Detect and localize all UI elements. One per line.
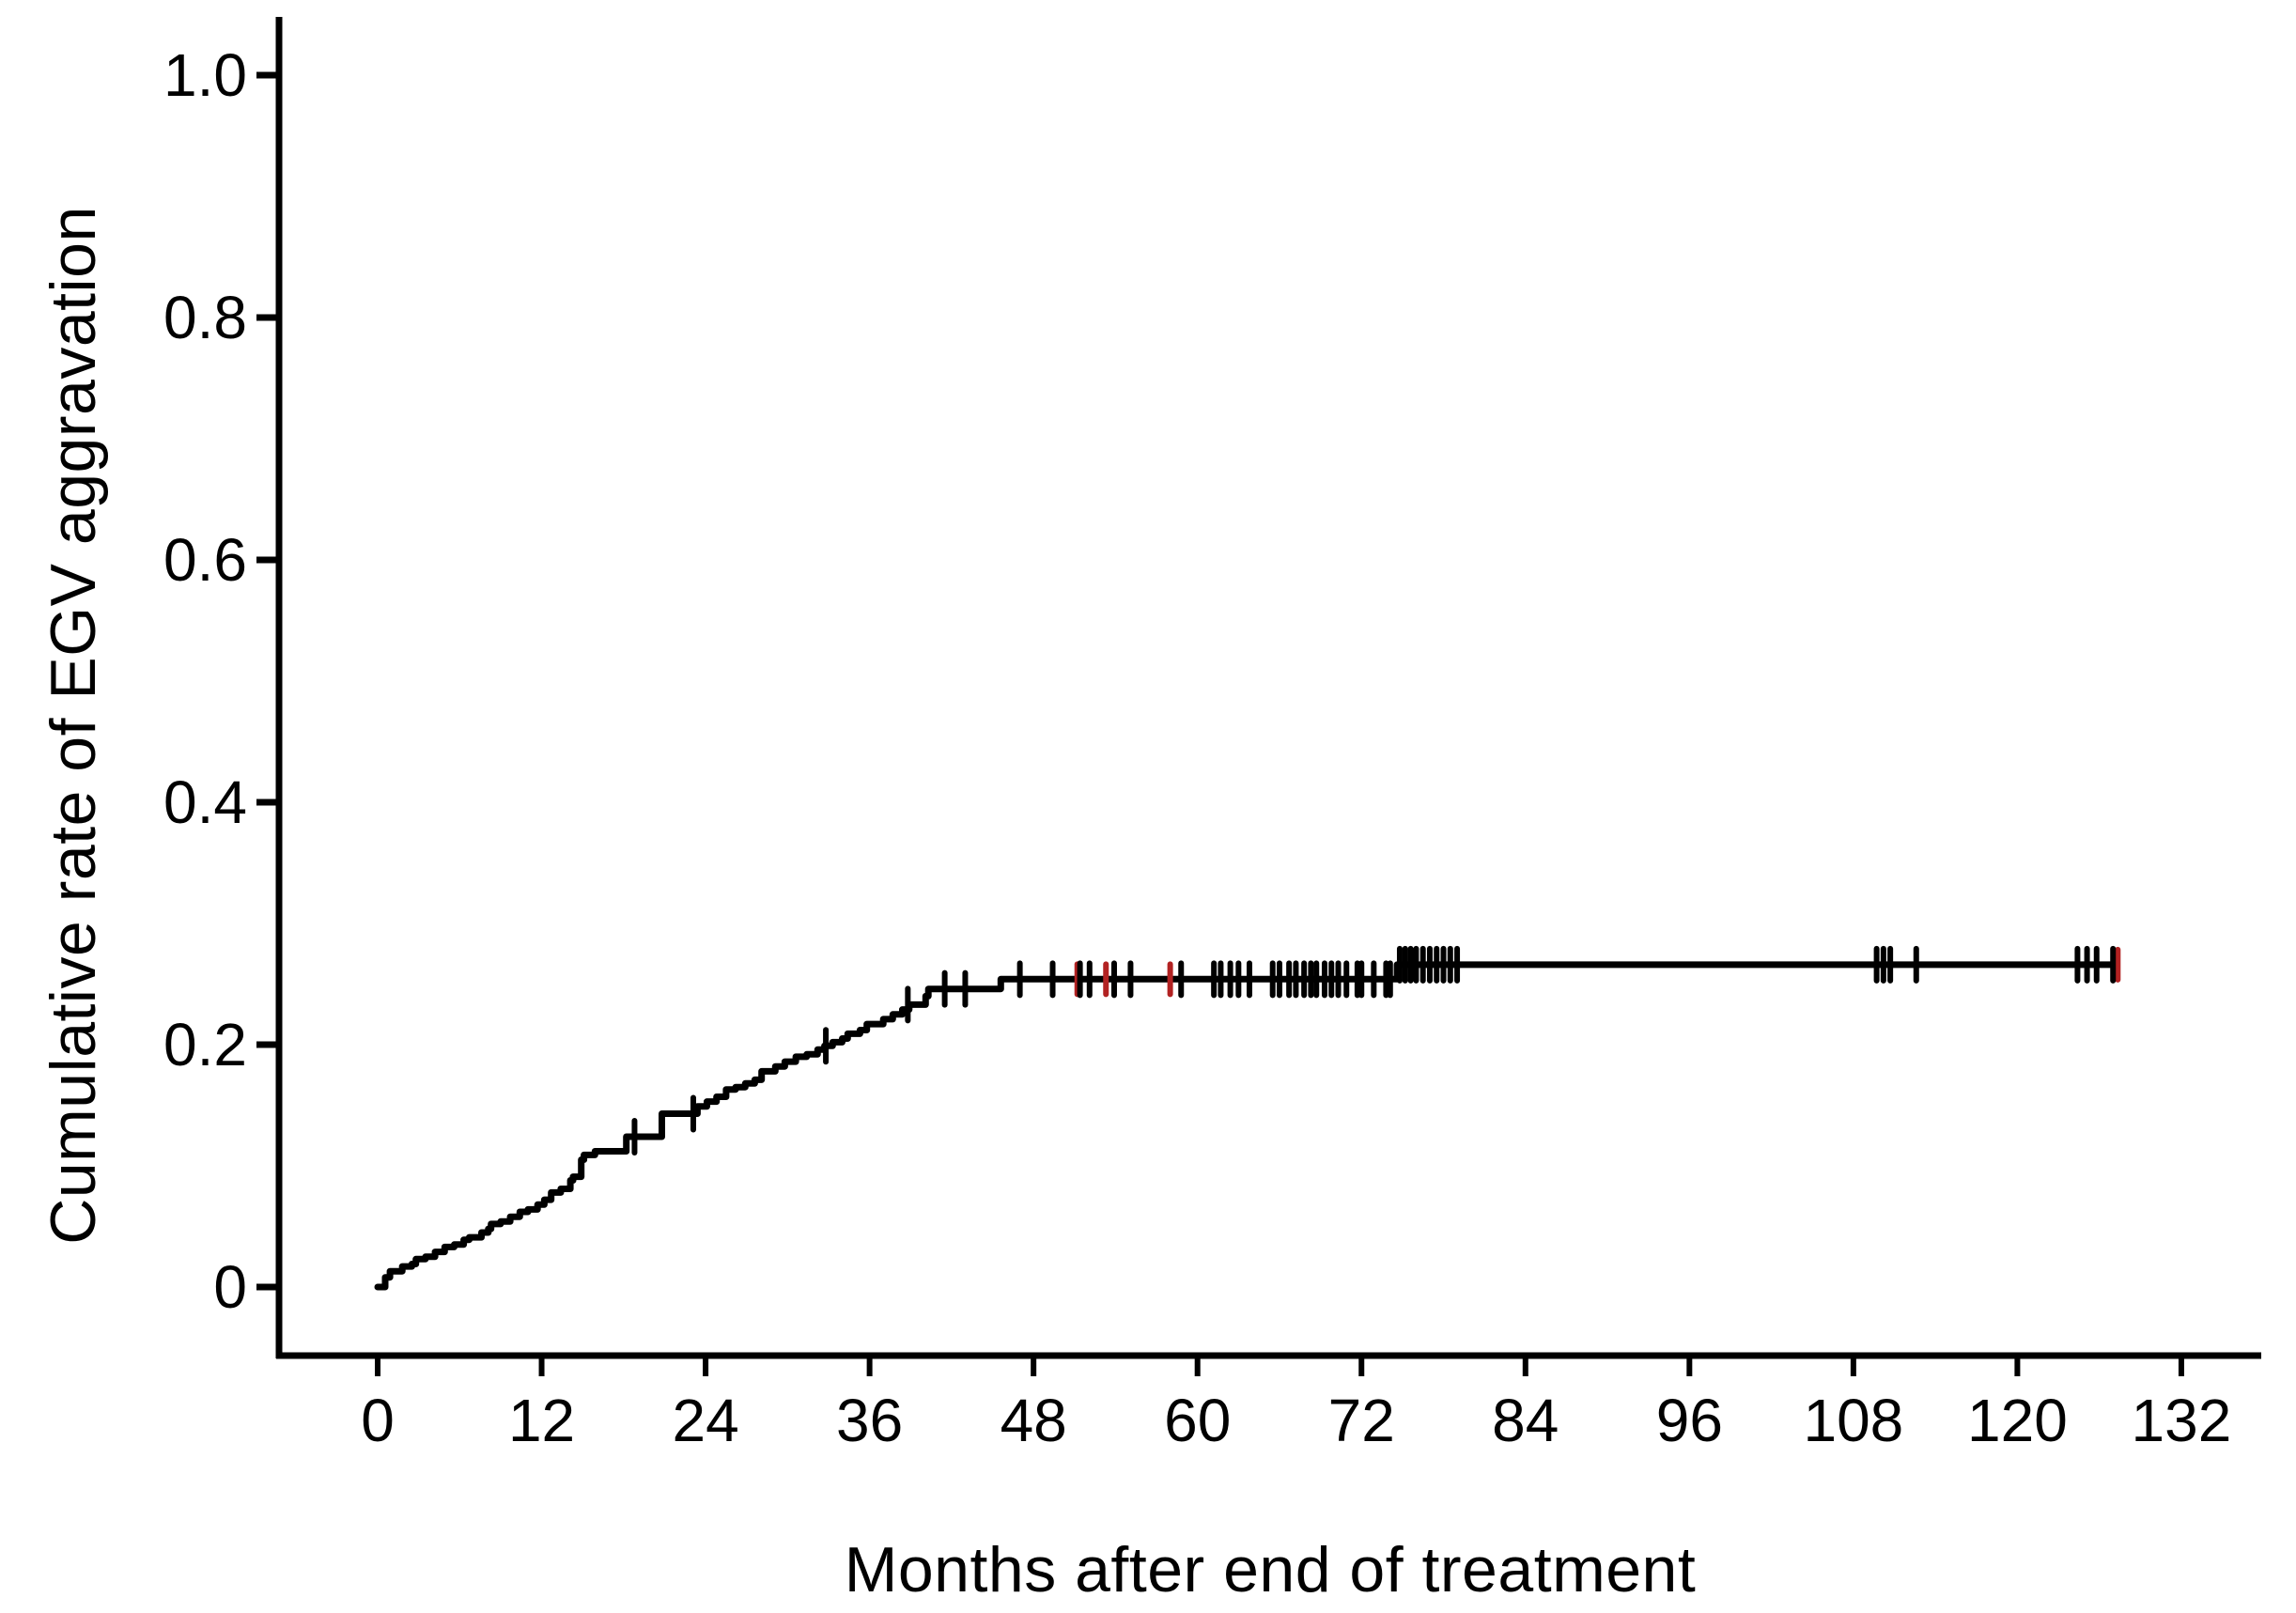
km-curve	[374, 961, 2117, 1291]
x-tick-label: 108	[1803, 1387, 1903, 1454]
x-tick-label: 120	[1967, 1387, 2068, 1454]
y-tick-label: 0.2	[163, 1011, 247, 1078]
y-tick-label: 1.0	[163, 41, 247, 109]
x-tick-label: 84	[1492, 1387, 1559, 1454]
x-tick-label: 132	[2132, 1387, 2232, 1454]
y-tick-label: 0.4	[163, 768, 247, 836]
x-tick-label: 60	[1164, 1387, 1231, 1454]
y-tick-label: 0.6	[163, 526, 247, 594]
y-tick-label: 0.8	[163, 284, 247, 351]
x-tick-label: 24	[672, 1387, 738, 1454]
y-tick-label: 0	[213, 1253, 247, 1321]
x-tick-label: 96	[1656, 1387, 1723, 1454]
x-tick-label: 48	[1001, 1387, 1067, 1454]
y-axis-title: Cumulative rate of EGV aggravation	[38, 206, 109, 1245]
x-tick-label: 36	[836, 1387, 903, 1454]
x-tick-label: 0	[361, 1387, 395, 1454]
x-tick-label: 12	[508, 1387, 575, 1454]
x-tick-label: 72	[1328, 1387, 1395, 1454]
x-axis-title: Months after end of treatment	[844, 1534, 1697, 1605]
